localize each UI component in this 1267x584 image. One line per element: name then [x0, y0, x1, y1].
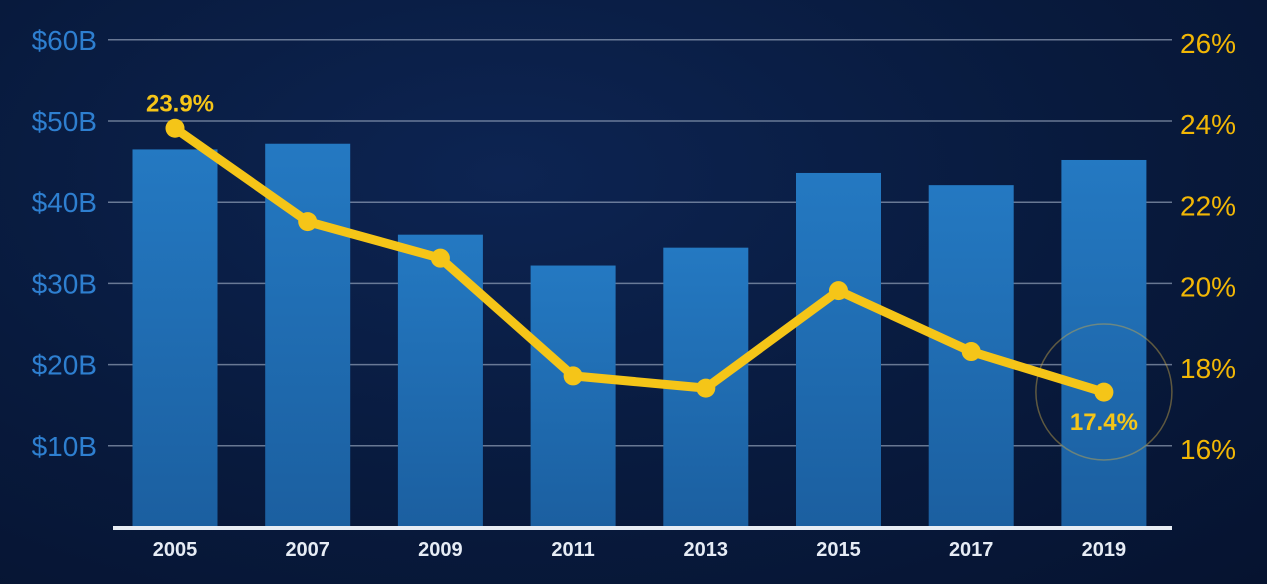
- y-left-tick-label: $40B: [32, 187, 97, 218]
- x-tick-label: 2015: [816, 539, 861, 561]
- y-right-tick-label: 24%: [1180, 109, 1236, 140]
- y-right-tick-label: 22%: [1180, 190, 1236, 221]
- x-tick-label: 2005: [153, 539, 198, 561]
- x-tick-label: 2007: [285, 539, 330, 561]
- y-right-tick-label: 26%: [1180, 28, 1236, 59]
- y-right-tick-label: 18%: [1180, 353, 1236, 384]
- y-left-tick-label: $20B: [32, 350, 97, 381]
- y-left-tick-label: $30B: [32, 268, 97, 299]
- bar-2019: [1061, 159, 1147, 527]
- highlight-ring: [1035, 323, 1173, 461]
- line-point-2007: [298, 212, 318, 232]
- line-point-2015: [829, 281, 848, 301]
- labels: $10B $20B $30B $40B $50B $60B 16% 18% 20% 22% 24% 2…: [32, 25, 1236, 561]
- line-point-2009: [430, 248, 450, 268]
- bar-2011: [530, 265, 616, 527]
- y-right-tick-label: 20%: [1180, 272, 1236, 303]
- x-tick-label: 2017: [949, 539, 994, 561]
- data-label-2019: 17.4%: [1070, 409, 1138, 436]
- data-label-2005: 23.9%: [146, 90, 214, 117]
- bar-2005: [132, 149, 218, 528]
- x-tick-label: 2009: [418, 539, 463, 561]
- bar-2007: [265, 143, 351, 527]
- x-tick-label: 2019: [1082, 539, 1127, 561]
- line-point-2019: [1094, 382, 1114, 402]
- bar-2015: [796, 172, 881, 527]
- x-tick-label: 2011: [551, 539, 594, 561]
- y-left-tick-label: $50B: [32, 106, 97, 137]
- line-point-2011: [563, 366, 583, 386]
- line-point-2017: [961, 342, 981, 362]
- x-tick-label: 2013: [684, 539, 729, 561]
- bar-series: [132, 143, 1147, 528]
- line-point-2005: [165, 118, 185, 138]
- line-point-2013: [696, 378, 716, 398]
- line-series: [165, 118, 1173, 461]
- y-left-tick-label: $60B: [32, 25, 97, 56]
- percent-line: [170, 123, 1109, 397]
- y-left-tick-label: $10B: [32, 431, 97, 462]
- y-right-tick-label: 16%: [1180, 434, 1236, 465]
- bar-2009: [397, 234, 483, 527]
